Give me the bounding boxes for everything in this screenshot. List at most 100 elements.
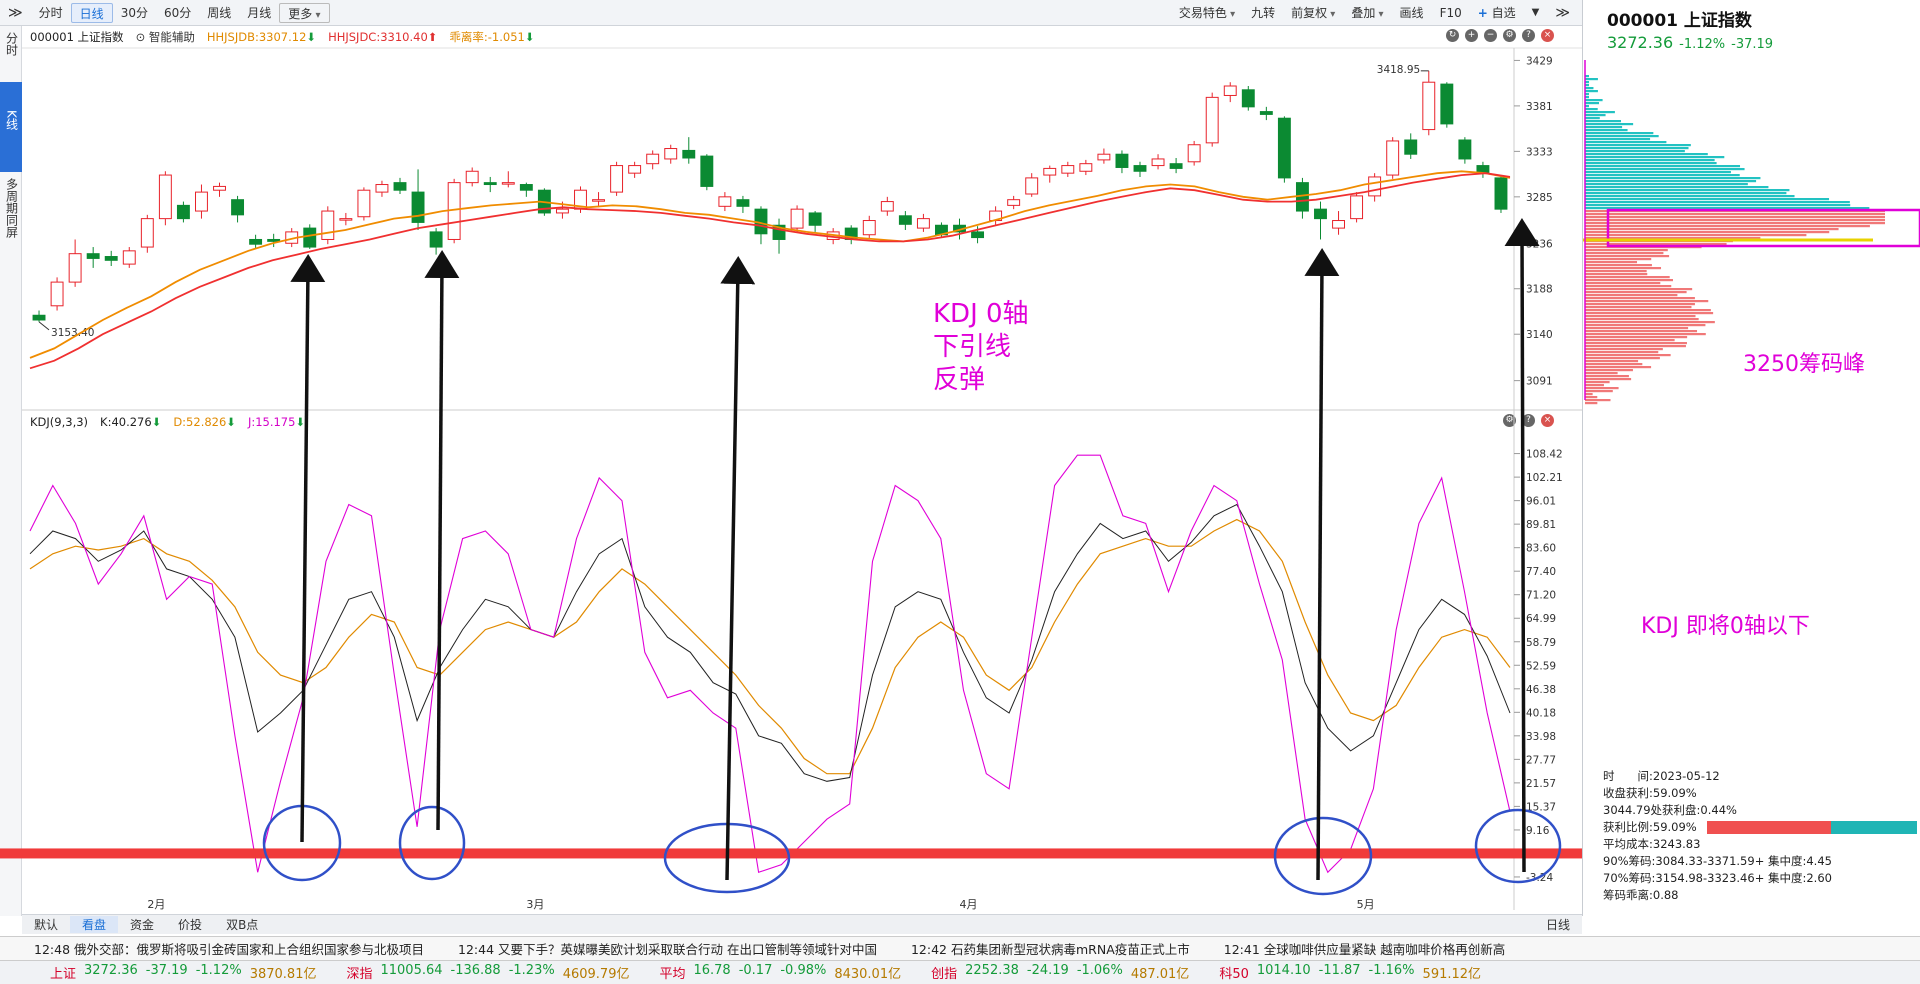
adjust-menu[interactable]: 前复权 [1283, 3, 1343, 23]
overlay-menu[interactable]: 叠加 [1343, 3, 1391, 23]
candle-body [1133, 165, 1147, 172]
candle-body [1061, 165, 1075, 174]
chip-bar [1585, 81, 1589, 84]
help-icon[interactable]: ? [1522, 414, 1535, 427]
ticker-name: 深指 [346, 967, 373, 982]
bottom-tab-period[interactable]: 日线 [1545, 918, 1570, 932]
zoom-in-icon[interactable]: + [1465, 29, 1478, 42]
chip-bar [1585, 213, 1885, 216]
candle [700, 154, 714, 191]
draw-line-button[interactable]: 画线 [1399, 6, 1424, 20]
news-item[interactable]: 12:42 石药集团新型冠状病毒mRNA疫苗正式上市 [910, 942, 1190, 957]
tab-monthly[interactable]: 月线 [247, 5, 272, 20]
annotation-arrow [1504, 218, 1540, 873]
news-item[interactable]: 12:48 俄外交部：俄罗斯将吸引金砖国家和上合组织国家参与北极项目 [34, 942, 424, 957]
close-icon[interactable]: × [1541, 414, 1554, 427]
high-price-label: 3418.95 [1377, 64, 1420, 76]
bottom-tab-default[interactable]: 默认 [34, 918, 59, 932]
tab-fenshi[interactable]: 分时 [38, 5, 63, 20]
ticker-change: -11.87 [1318, 963, 1361, 978]
candle-body [664, 148, 678, 160]
candle-body [1404, 139, 1418, 155]
ticker-item[interactable]: 科50 1014.10 -11.87 -1.16% 591.12亿 [1219, 963, 1481, 982]
tab-60min[interactable]: 60分 [163, 5, 192, 20]
chip-bar [1585, 330, 1698, 333]
bottom-tab-watch[interactable]: 看盘 [70, 916, 119, 933]
kdj-d-value: D:52.826⬇ [173, 415, 236, 429]
side-tab-multiperiod[interactable]: 多周期同屏 [0, 172, 22, 248]
more-menu[interactable]: 更多 [279, 2, 330, 23]
candle-body [122, 250, 136, 265]
ticker-name: 创指 [931, 967, 958, 982]
candle [501, 171, 515, 188]
chart-canvas[interactable]: 3418.95 3153.40 3429 3381 3333 3285 3236 3188 3… [0, 0, 1582, 916]
ticker-item[interactable]: 平均 16.78 -0.17 -0.98% 8430.01亿 [659, 963, 901, 982]
tab-daily[interactable]: 日线 [70, 2, 113, 23]
f10-button[interactable]: F10 [1439, 6, 1462, 20]
side-tab-multiperiod-label: 多周期同屏 [4, 178, 19, 238]
expand-icon[interactable]: ≫ [1555, 5, 1570, 21]
candle-body [808, 212, 822, 226]
settings-gear-icon[interactable]: ⚙ [1503, 29, 1516, 42]
panel-price-value: 3272.36 [1607, 33, 1674, 52]
tab-30min[interactable]: 30分 [120, 5, 148, 20]
kline-header: 000001 上证指数 ⊙ 智能辅助 HHJSJDB:3307.12⬇ HHJS… [22, 26, 1562, 48]
kdj-d-label: D:52.826 [173, 415, 227, 429]
candle [357, 187, 371, 221]
chip-bar [1585, 339, 1675, 342]
chip-bar [1585, 93, 1589, 96]
help-icon[interactable]: ? [1522, 29, 1535, 42]
zoom-out-icon[interactable]: − [1484, 29, 1497, 42]
ticker-item[interactable]: 深指 11005.64 -136.88 -1.23% 4609.79亿 [346, 963, 629, 982]
settings-gear-icon[interactable]: ⚙ [1503, 414, 1516, 427]
trade-feature-menu[interactable]: 交易特色 [1171, 3, 1243, 23]
ticker-item[interactable]: 上证 3272.36 -37.19 -1.12% 3870.81亿 [50, 963, 316, 982]
candle-body [1386, 140, 1400, 176]
chip-bar [1585, 381, 1610, 384]
dropdown-chevron-icon[interactable]: ▼ [1531, 7, 1540, 18]
collapse-icon[interactable]: ≫ [8, 4, 23, 21]
kdj-tick-label: 102.21 [1526, 472, 1563, 484]
add-watchlist-button[interactable]: + 自选 [1470, 3, 1524, 23]
index-ticker: 上证 3272.36 -37.19 -1.12% 3870.81亿 深指 11005.64-… [0, 960, 1920, 984]
candle [1025, 173, 1039, 197]
candle [1332, 211, 1345, 235]
chip-bar [1585, 180, 1757, 183]
side-tab-fenshi[interactable]: 分时 [0, 26, 22, 66]
bottom-tab-value[interactable]: 价投 [178, 918, 203, 932]
candle-body [1332, 220, 1345, 229]
news-item[interactable]: 12:44 又要下手？英媒曝美欧计划采取联合行动 在出口管制等领域针对中国 [458, 942, 877, 957]
kdj-j-value: J:15.175⬇ [248, 415, 305, 429]
refresh-icon[interactable]: ↻ [1446, 29, 1459, 42]
chip-bar [1585, 393, 1593, 396]
kdj-bottom-circle [1474, 808, 1562, 884]
candle [122, 247, 136, 268]
chip-bar [1585, 369, 1633, 372]
candle [610, 161, 624, 196]
price-tick-label: 3236 [1526, 238, 1553, 250]
candle [628, 161, 642, 178]
smart-assist-toggle[interactable]: ⊙ 智能辅助 [136, 29, 195, 45]
side-tab-kline[interactable]: K线 [0, 82, 22, 172]
tab-weekly[interactable]: 周线 [207, 5, 232, 20]
news-item[interactable]: 12:41 全球咖啡供应量紧缺 越南咖啡价格再创新高 [1223, 942, 1506, 957]
candle-body [429, 231, 443, 248]
chip-bar [1585, 90, 1598, 93]
kdj-tick-label: 89.81 [1526, 519, 1556, 531]
stock-code-title: 000001 上证指数 [30, 30, 124, 44]
down-arrow-icon: ⬇ [151, 415, 162, 429]
ticker-item[interactable]: 创指 2252.38 -24.19 -1.06% 487.01亿 [931, 963, 1189, 982]
chip-bar [1585, 294, 1678, 297]
panel-change-abs: -37.19 [1731, 37, 1774, 52]
bottom-tab-double-b[interactable]: 双B点 [226, 918, 259, 932]
ticker-amount: 3870.81亿 [249, 967, 317, 982]
kdj-rebound-annotation: 反弹 [933, 365, 985, 395]
chip-bar [1585, 192, 1787, 195]
close-icon[interactable]: × [1541, 29, 1554, 42]
chip-bar [1585, 345, 1686, 348]
candle [772, 218, 786, 254]
jiuzhuan-button[interactable]: 九转 [1251, 6, 1276, 20]
kdj-tick-label: 108.42 [1526, 449, 1563, 461]
panel-stock-title: 000001 上证指数 [1607, 11, 1752, 31]
bottom-tab-funds[interactable]: 资金 [130, 918, 155, 932]
